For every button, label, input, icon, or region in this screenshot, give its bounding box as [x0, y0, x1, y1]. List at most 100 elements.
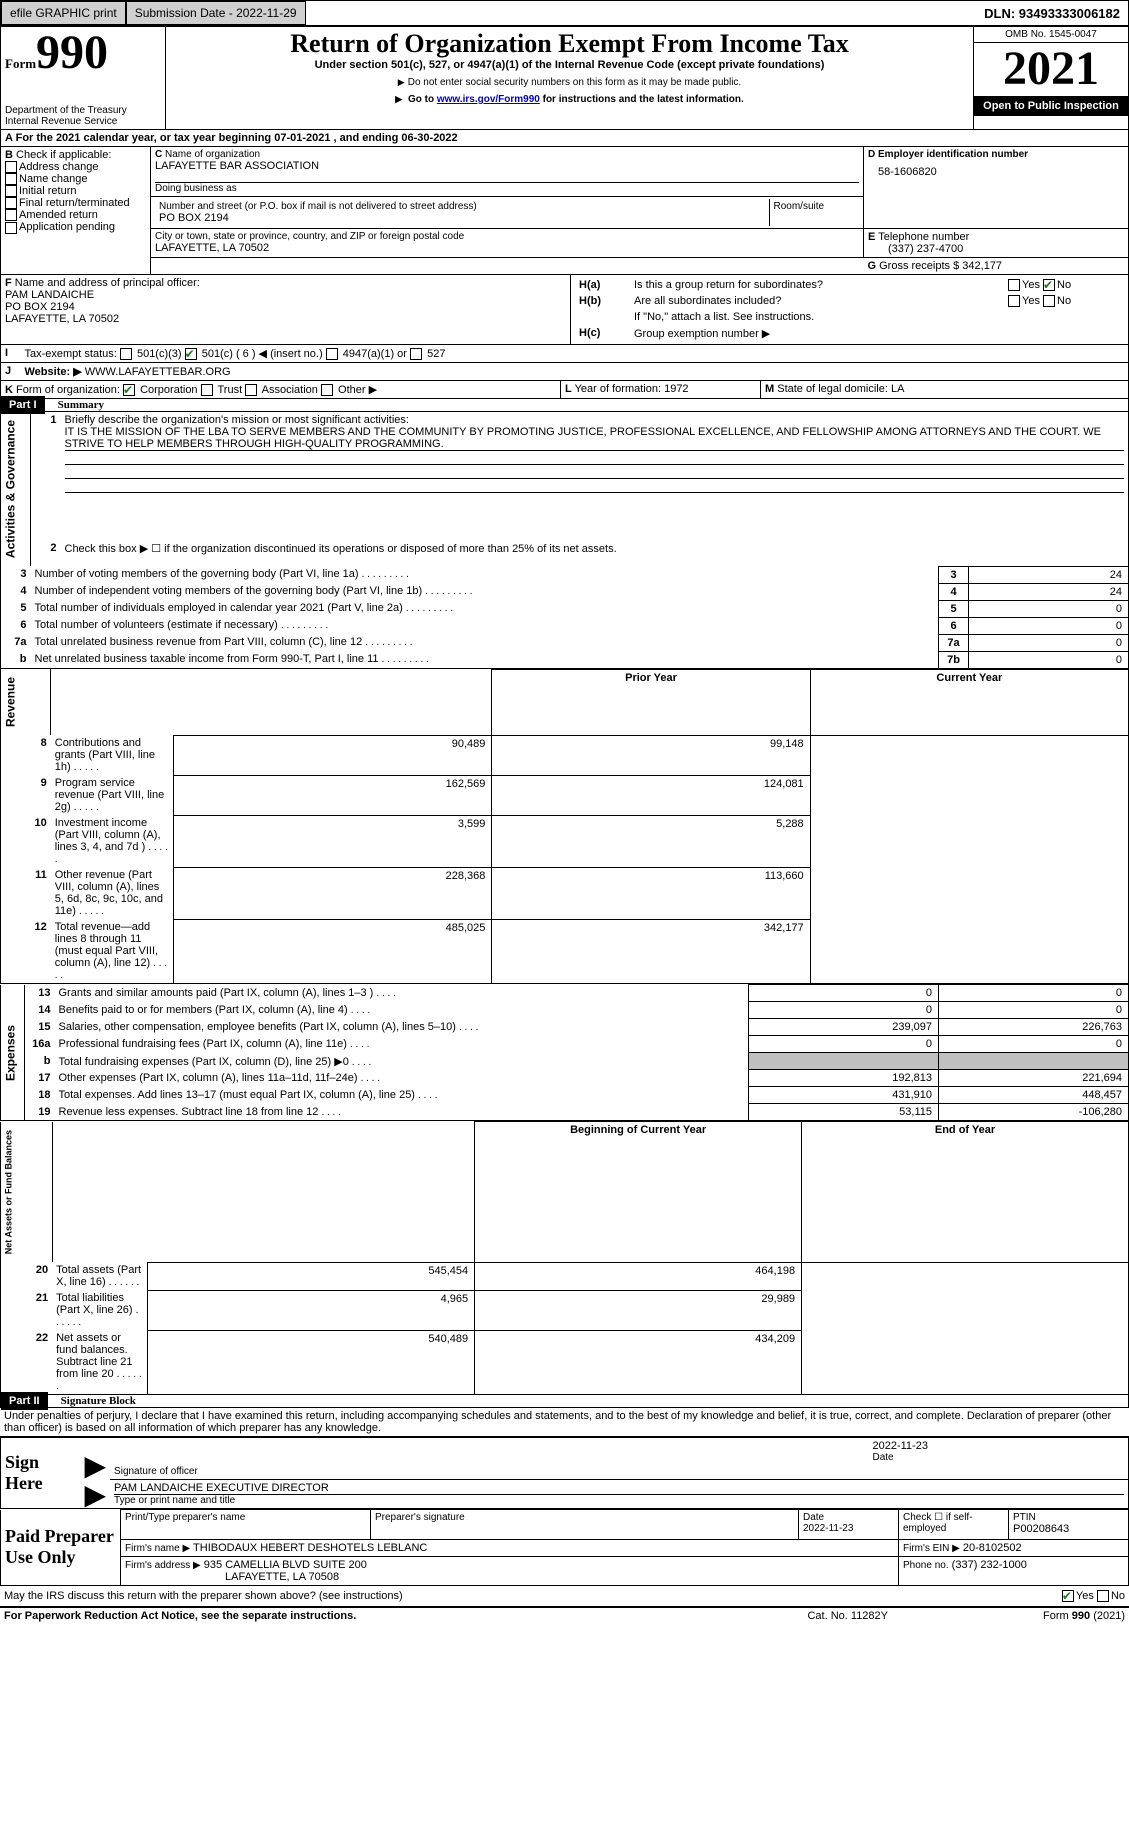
table-row: 16aProfessional fundraising fees (Part I… — [1, 1036, 1129, 1053]
org-name-label: Name of organization — [165, 149, 260, 160]
mission-text: IT IS THE MISSION OF THE LBA TO SERVE ME… — [65, 426, 1125, 451]
status-527[interactable] — [410, 348, 422, 360]
penalty-statement: Under penalties of perjury, I declare th… — [0, 1408, 1129, 1437]
firm-phone-label: Phone no. — [903, 1560, 949, 1571]
check-address[interactable]: Address change — [5, 161, 146, 173]
table-row: 22Net assets or fund balances. Subtract … — [1, 1330, 1129, 1395]
form-number: 990 — [36, 26, 108, 79]
label-b: B — [5, 149, 13, 161]
table-row: 19Revenue less expenses. Subtract line 1… — [1, 1104, 1129, 1121]
ha-no[interactable] — [1043, 279, 1055, 291]
k-corp[interactable] — [123, 384, 135, 396]
ein: 58-1606820 — [868, 160, 1124, 178]
k-other[interactable] — [321, 384, 333, 396]
officer-city: LAFAYETTE, LA 70502 — [5, 313, 566, 325]
prep-sig-label: Preparer's signature — [375, 1512, 794, 1523]
cat-no: Cat. No. 11282Y — [755, 1608, 940, 1624]
officer-name: PAM LANDAICHE — [5, 289, 566, 301]
status-4947[interactable] — [326, 348, 338, 360]
end-year-hdr: End of Year — [802, 1122, 1129, 1262]
firm-ein: 20-8102502 — [963, 1542, 1022, 1554]
hb-yes[interactable] — [1008, 295, 1020, 307]
table-row: 11Other revenue (Part VIII, column (A), … — [1, 867, 1129, 919]
table-row: Expenses13Grants and similar amounts pai… — [1, 985, 1129, 1002]
firm-addr1: 935 CAMELLIA BLVD SUITE 200 — [204, 1559, 367, 1571]
label-m: M — [765, 383, 774, 395]
label-hb: H(b) — [575, 293, 630, 309]
hb-no[interactable] — [1043, 295, 1055, 307]
ein-label: Employer identification number — [878, 149, 1028, 160]
check-amended[interactable]: Amended return — [5, 209, 146, 221]
form-org-row: K Form of organization: Corporation Trus… — [0, 381, 1129, 399]
discuss-yes[interactable] — [1062, 1590, 1074, 1602]
telephone: (337) 237-4700 — [868, 243, 1124, 255]
table-row: 14Benefits paid to or for members (Part … — [1, 1002, 1129, 1019]
street-label: Number and street (or P.O. box if mail i… — [159, 201, 765, 212]
sig-date: 2022-11-23 — [873, 1440, 1125, 1452]
group-exemption: Group exemption number ▶ — [630, 325, 1124, 342]
tax-period: A For the 2021 calendar year, or tax yea… — [0, 130, 1129, 147]
check-initial[interactable]: Initial return — [5, 185, 146, 197]
gross-receipts: 342,177 — [962, 260, 1002, 272]
irs-link[interactable]: www.irs.gov/Form990 — [437, 94, 540, 105]
website: WWW.LAFAYETTEBAR.ORG — [85, 366, 231, 378]
gross-label: Gross receipts $ — [879, 260, 959, 272]
label-d: D — [868, 149, 875, 160]
part1-title: Summary — [48, 399, 104, 411]
revenue-table: Revenue Prior Year Current Year 8Contrib… — [0, 669, 1129, 985]
k-trust[interactable] — [201, 384, 213, 396]
prep-self-employed: Check ☐ if self-employed — [899, 1510, 1009, 1540]
paperwork-notice: For Paperwork Reduction Act Notice, see … — [0, 1608, 755, 1624]
check-final[interactable]: Final return/terminated — [5, 197, 146, 209]
period-end: 06-30-2022 — [401, 132, 457, 144]
section-activities: Activities & Governance — [1, 412, 31, 566]
officer-group: F Name and address of principal officer:… — [0, 275, 1129, 345]
begin-year-hdr: Beginning of Current Year — [475, 1122, 802, 1262]
discuss-no[interactable] — [1097, 1590, 1109, 1602]
group-return-q: Is this a group return for subordinates? — [630, 277, 1004, 293]
form-footer: Form 990 (2021) — [940, 1608, 1129, 1624]
check-pending[interactable]: Application pending — [5, 221, 146, 233]
table-row: 8Contributions and grants (Part VIII, li… — [1, 735, 1129, 775]
org-name: LAFAYETTE BAR ASSOCIATION — [155, 160, 859, 172]
netassets-table: Net Assets or Fund Balances Beginning of… — [0, 1121, 1129, 1395]
top-toolbar: efile GRAPHIC print Submission Date - 20… — [0, 0, 1129, 26]
preparer-block: Paid Preparer Use Only Print/Type prepar… — [0, 1509, 1129, 1586]
period-begin: 07-01-2021 — [274, 132, 330, 144]
table-row: bTotal fundraising expenses (Part IX, co… — [1, 1053, 1129, 1070]
mission-label: Briefly describe the organization's miss… — [65, 414, 1125, 426]
prior-year-hdr: Prior Year — [492, 669, 810, 735]
status-website: I Tax-exempt status: 501(c)(3) 501(c) ( … — [0, 345, 1129, 381]
dept-treasury: Department of the Treasury — [5, 105, 161, 116]
room-label: Room/suite — [774, 201, 856, 212]
firm-label: Firm's name ▶ — [125, 1543, 190, 1554]
discuss-question: May the IRS discuss this return with the… — [4, 1590, 403, 1602]
paid-preparer: Paid Preparer Use Only — [1, 1510, 121, 1586]
expenses-table: Expenses13Grants and similar amounts pai… — [0, 984, 1129, 1121]
year-formation-label: Year of formation: — [575, 383, 661, 395]
part1-header: Part I Summary — [0, 399, 1129, 412]
submission-date: Submission Date - 2022-11-29 — [126, 1, 306, 25]
label-f: F — [5, 277, 12, 289]
label-g: G — [868, 260, 877, 272]
hb-note: If "No," attach a list. See instructions… — [630, 309, 1124, 325]
section-revenue: Revenue — [1, 669, 51, 735]
check-name[interactable]: Name change — [5, 173, 146, 185]
ha-yes[interactable] — [1008, 279, 1020, 291]
state-domicile-label: State of legal domicile: — [777, 383, 888, 395]
firm-name: THIBODAUX HEBERT DESHOTELS LEBLANC — [193, 1542, 427, 1554]
efile-button[interactable]: efile GRAPHIC print — [1, 1, 126, 25]
note-instructions: for instructions and the latest informat… — [540, 94, 744, 105]
status-501c[interactable] — [185, 348, 197, 360]
tax-year: 2021 — [974, 43, 1128, 96]
year-formation: 1972 — [664, 383, 688, 395]
section-netassets: Net Assets or Fund Balances — [1, 1122, 53, 1262]
k-assoc[interactable] — [245, 384, 257, 396]
firm-phone: (337) 232-1000 — [952, 1559, 1027, 1571]
omb: OMB No. 1545-0047 — [974, 27, 1128, 43]
table-row: 20Total assets (Part X, line 16) . . . .… — [1, 1262, 1129, 1290]
part2-num: Part II — [1, 1392, 48, 1410]
status-501c3[interactable] — [120, 348, 132, 360]
table-row: 15Salaries, other compensation, employee… — [1, 1019, 1129, 1036]
form-title: Return of Organization Exempt From Incom… — [170, 29, 969, 59]
